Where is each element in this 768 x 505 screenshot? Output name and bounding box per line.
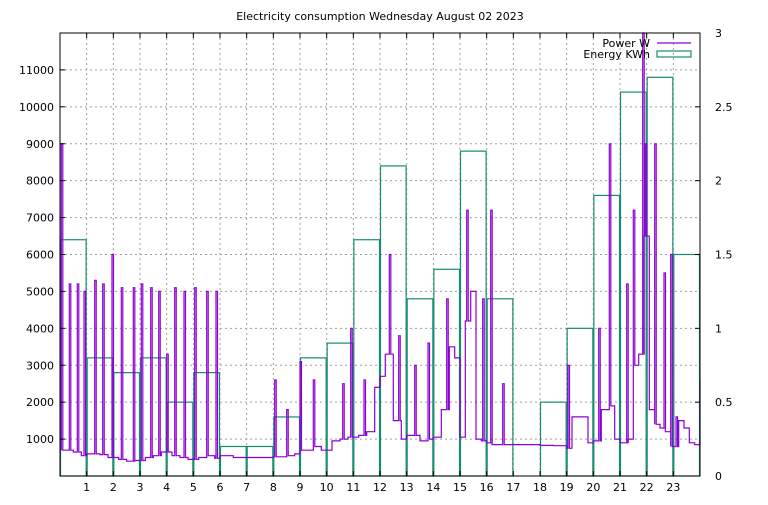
- power-series: [60, 32, 701, 462]
- legend-label-energy: Energy KWh: [583, 48, 650, 61]
- energy-bar: [379, 165, 407, 477]
- y-right-tick-label: 3: [715, 27, 722, 40]
- energy-series: [59, 76, 701, 477]
- y-left-tick-label: 3000: [26, 359, 54, 372]
- x-tick-label: 7: [243, 481, 250, 494]
- x-tick-label: 10: [320, 481, 334, 494]
- legend: Power W Energy KWh: [583, 37, 692, 61]
- legend-swatch-energy: [656, 50, 692, 58]
- x-tick-label: 20: [586, 481, 600, 494]
- x-tick-label: 15: [453, 481, 467, 494]
- y-left-tick-label: 1000: [26, 433, 54, 446]
- y-left-tick-label: 11000: [19, 64, 54, 77]
- y-right-tick-label: 0: [715, 470, 722, 483]
- energy-bar: [219, 445, 247, 477]
- x-tick-label: 8: [270, 481, 277, 494]
- x-tick-label: 19: [560, 481, 574, 494]
- x-tick-label: 14: [426, 481, 440, 494]
- power-line-path: [60, 32, 701, 462]
- y-right-tick-label: 1.5: [715, 249, 733, 262]
- energy-bar: [139, 357, 167, 477]
- y-left-tick-label: 4000: [26, 322, 54, 335]
- legend-label-power: Power W: [602, 37, 650, 50]
- energy-bar: [246, 445, 274, 477]
- x-tick-label: 13: [400, 481, 414, 494]
- energy-bar: [326, 342, 354, 477]
- energy-bar: [353, 239, 381, 477]
- x-tick-label: 23: [666, 481, 680, 494]
- x-tick-label: 4: [163, 481, 170, 494]
- x-tick-label: 5: [190, 481, 197, 494]
- y-left-tick-label: 5000: [26, 285, 54, 298]
- x-tick-label: 17: [506, 481, 520, 494]
- energy-bar: [539, 401, 567, 477]
- chart-title: Electricity consumption Wednesday August…: [236, 10, 524, 23]
- y-left-tick-label: 10000: [19, 101, 54, 114]
- x-tick-label: 18: [533, 481, 547, 494]
- x-tick-label: 12: [373, 481, 387, 494]
- y-left-tick-label: 8000: [26, 175, 54, 188]
- x-tick-label: 9: [297, 481, 304, 494]
- y-left-tick-label: 7000: [26, 212, 54, 225]
- y-left-tick-label: 2000: [26, 396, 54, 409]
- y-left-tick-label: 6000: [26, 249, 54, 262]
- energy-bar: [646, 76, 674, 477]
- y-right-tick-label: 0.5: [715, 396, 733, 409]
- energy-bar: [593, 194, 621, 477]
- y-right-tick-label: 2.5: [715, 101, 733, 114]
- energy-bar: [59, 239, 87, 477]
- x-tick-label: 21: [613, 481, 627, 494]
- energy-bar: [86, 357, 114, 477]
- axis-ticks: 1 2 3 4 5 6 7 8 9 10 11 12 13 14 15 16 17 18 19 20 21 22 23100…: [19, 27, 733, 494]
- y-left-tick-label: 9000: [26, 138, 54, 151]
- x-tick-label: 11: [346, 481, 360, 494]
- x-tick-label: 2: [110, 481, 117, 494]
- y-right-tick-label: 2: [715, 175, 722, 188]
- x-tick-label: 3: [137, 481, 144, 494]
- x-tick-label: 6: [217, 481, 224, 494]
- x-tick-label: 16: [480, 481, 494, 494]
- y-right-tick-label: 1: [715, 322, 722, 335]
- x-tick-label: 22: [640, 481, 654, 494]
- x-tick-label: 1: [83, 481, 90, 494]
